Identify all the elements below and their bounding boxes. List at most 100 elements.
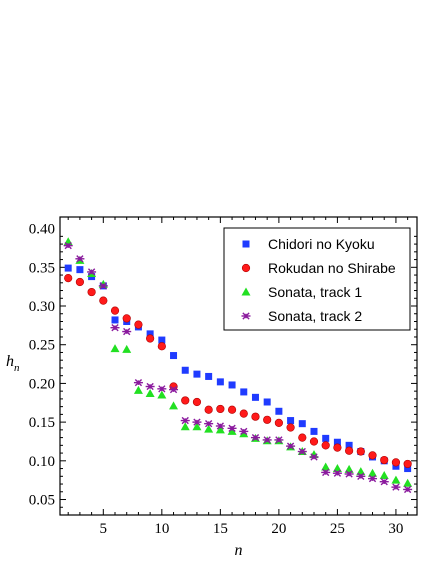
data-point	[368, 451, 377, 460]
data-point	[275, 407, 283, 415]
y-tick-label: 0.35	[29, 260, 55, 276]
data-point	[205, 372, 213, 380]
data-point	[227, 426, 237, 435]
data-point	[228, 381, 236, 389]
legend-label: Rokudan no Shirabe	[268, 260, 396, 276]
data-point	[403, 459, 412, 469]
legend-box	[223, 227, 411, 331]
data-point	[204, 424, 214, 433]
data-point	[379, 478, 389, 486]
data-point	[309, 450, 319, 459]
data-point	[356, 447, 365, 456]
y-axis-label: hn	[6, 353, 20, 374]
data-point	[391, 458, 401, 467]
data-point	[110, 344, 120, 353]
data-point	[286, 442, 296, 450]
legend-label: Sonata, track 1	[268, 284, 362, 300]
data-point	[169, 401, 179, 410]
data-point	[345, 446, 354, 455]
y-tick-label: 0.25	[29, 338, 55, 354]
data-point	[170, 352, 178, 360]
data-point	[356, 472, 366, 480]
data-point	[122, 314, 131, 323]
y-tick-label: 0.15	[29, 415, 55, 431]
data-point	[297, 447, 307, 456]
data-point	[157, 390, 167, 399]
data-point	[251, 393, 259, 401]
data-point	[368, 474, 378, 483]
y-axis-label-subscript: n	[14, 362, 20, 374]
data-point	[298, 420, 306, 428]
x-tick-label: 25	[330, 521, 345, 537]
data-point	[344, 470, 354, 478]
y-tick-label: 0.20	[29, 376, 55, 392]
data-point	[169, 385, 179, 394]
series-4	[63, 241, 413, 494]
data-point	[240, 388, 248, 396]
data-point	[227, 405, 237, 414]
data-point	[379, 471, 389, 480]
data-point	[122, 344, 132, 353]
data-point	[64, 274, 73, 283]
data-point	[321, 441, 330, 450]
data-point	[215, 422, 225, 430]
data-point	[239, 427, 249, 436]
y-axis-label-main: h	[6, 353, 14, 370]
data-point	[287, 417, 295, 425]
data-point	[192, 418, 202, 426]
data-point	[181, 396, 190, 405]
y-tick-label: 0.10	[29, 454, 55, 470]
data-point	[192, 422, 202, 431]
data-point	[380, 455, 389, 465]
data-point	[239, 409, 248, 418]
data-point	[75, 277, 84, 287]
y-axis-ticks: 0.05 0.10 0.15 0.20 0.25 0.30 0.35 0.40	[29, 222, 417, 509]
data-point	[99, 296, 108, 305]
data-point	[157, 385, 167, 393]
legend-label: Sonata, track 2	[268, 308, 362, 324]
data-point	[310, 427, 318, 435]
x-tick-label: 10	[154, 521, 169, 537]
data-point	[192, 397, 202, 407]
data-point	[345, 441, 353, 449]
data-point	[274, 418, 283, 427]
data-point	[76, 266, 84, 274]
x-tick-label: 30	[388, 521, 403, 537]
legend-marker	[241, 312, 251, 320]
y-tick-label: 0.30	[29, 299, 55, 315]
data-point	[181, 366, 189, 374]
data-point	[145, 382, 155, 391]
y-tick-label: 0.05	[29, 493, 55, 509]
legend-marker	[242, 240, 250, 248]
x-axis-label: n	[235, 542, 243, 559]
data-point	[64, 264, 72, 272]
data-point	[158, 336, 166, 344]
legend-marker	[241, 263, 251, 273]
data-point	[404, 465, 412, 473]
data-point	[134, 320, 143, 329]
data-point	[98, 282, 108, 290]
legend-label: Chidori no Kyoku	[268, 236, 375, 252]
data-point	[146, 330, 154, 338]
data-point	[391, 475, 401, 484]
data-point	[263, 398, 271, 406]
data-point	[216, 378, 224, 386]
data-point	[122, 327, 132, 336]
data-point	[216, 404, 225, 414]
x-tick-label: 5	[100, 521, 108, 537]
data-point	[133, 385, 143, 394]
data-point	[368, 468, 378, 477]
x-tick-label: 15	[213, 521, 228, 537]
data-point	[274, 436, 284, 444]
data-point	[204, 420, 214, 428]
data-point	[250, 433, 260, 442]
data-point	[263, 415, 272, 424]
data-point	[333, 443, 342, 452]
data-point	[110, 306, 120, 315]
legend-marker	[241, 287, 251, 296]
data-point	[321, 462, 331, 471]
data-point	[110, 324, 120, 332]
data-point	[204, 405, 213, 414]
data-point	[403, 478, 413, 487]
